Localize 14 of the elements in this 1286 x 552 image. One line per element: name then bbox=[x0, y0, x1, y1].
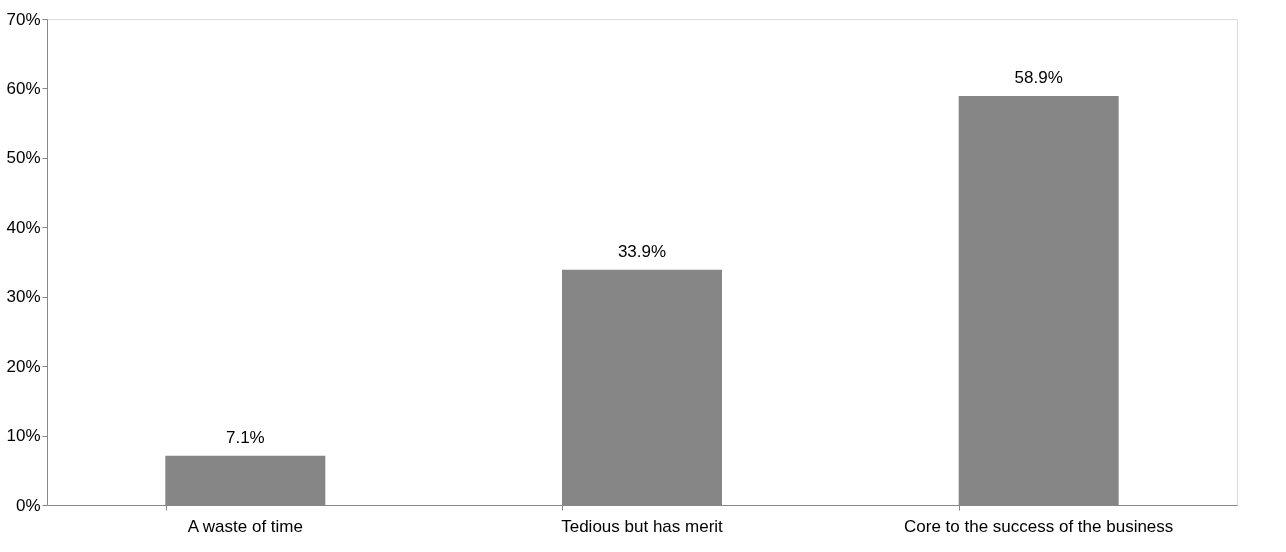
y-tick-label: 50% bbox=[6, 148, 41, 168]
y-tick-label: 0% bbox=[15, 495, 41, 515]
data-label: 33.9% bbox=[617, 241, 667, 261]
y-tick-label: 70% bbox=[6, 9, 41, 29]
x-tick-label: A waste of time bbox=[187, 516, 303, 536]
y-tick-label: 60% bbox=[6, 78, 41, 98]
y-tick-label: 40% bbox=[6, 217, 41, 237]
x-tick-label: Core to the success of the business bbox=[904, 516, 1174, 536]
data-label: 7.1% bbox=[225, 427, 265, 447]
y-tick-label: 30% bbox=[6, 287, 41, 307]
y-tick-label: 10% bbox=[6, 426, 41, 446]
y-tick-label: 20% bbox=[6, 356, 41, 376]
x-tick-label: Tedious but has merit bbox=[561, 516, 724, 536]
data-label: 58.9% bbox=[1014, 68, 1063, 88]
